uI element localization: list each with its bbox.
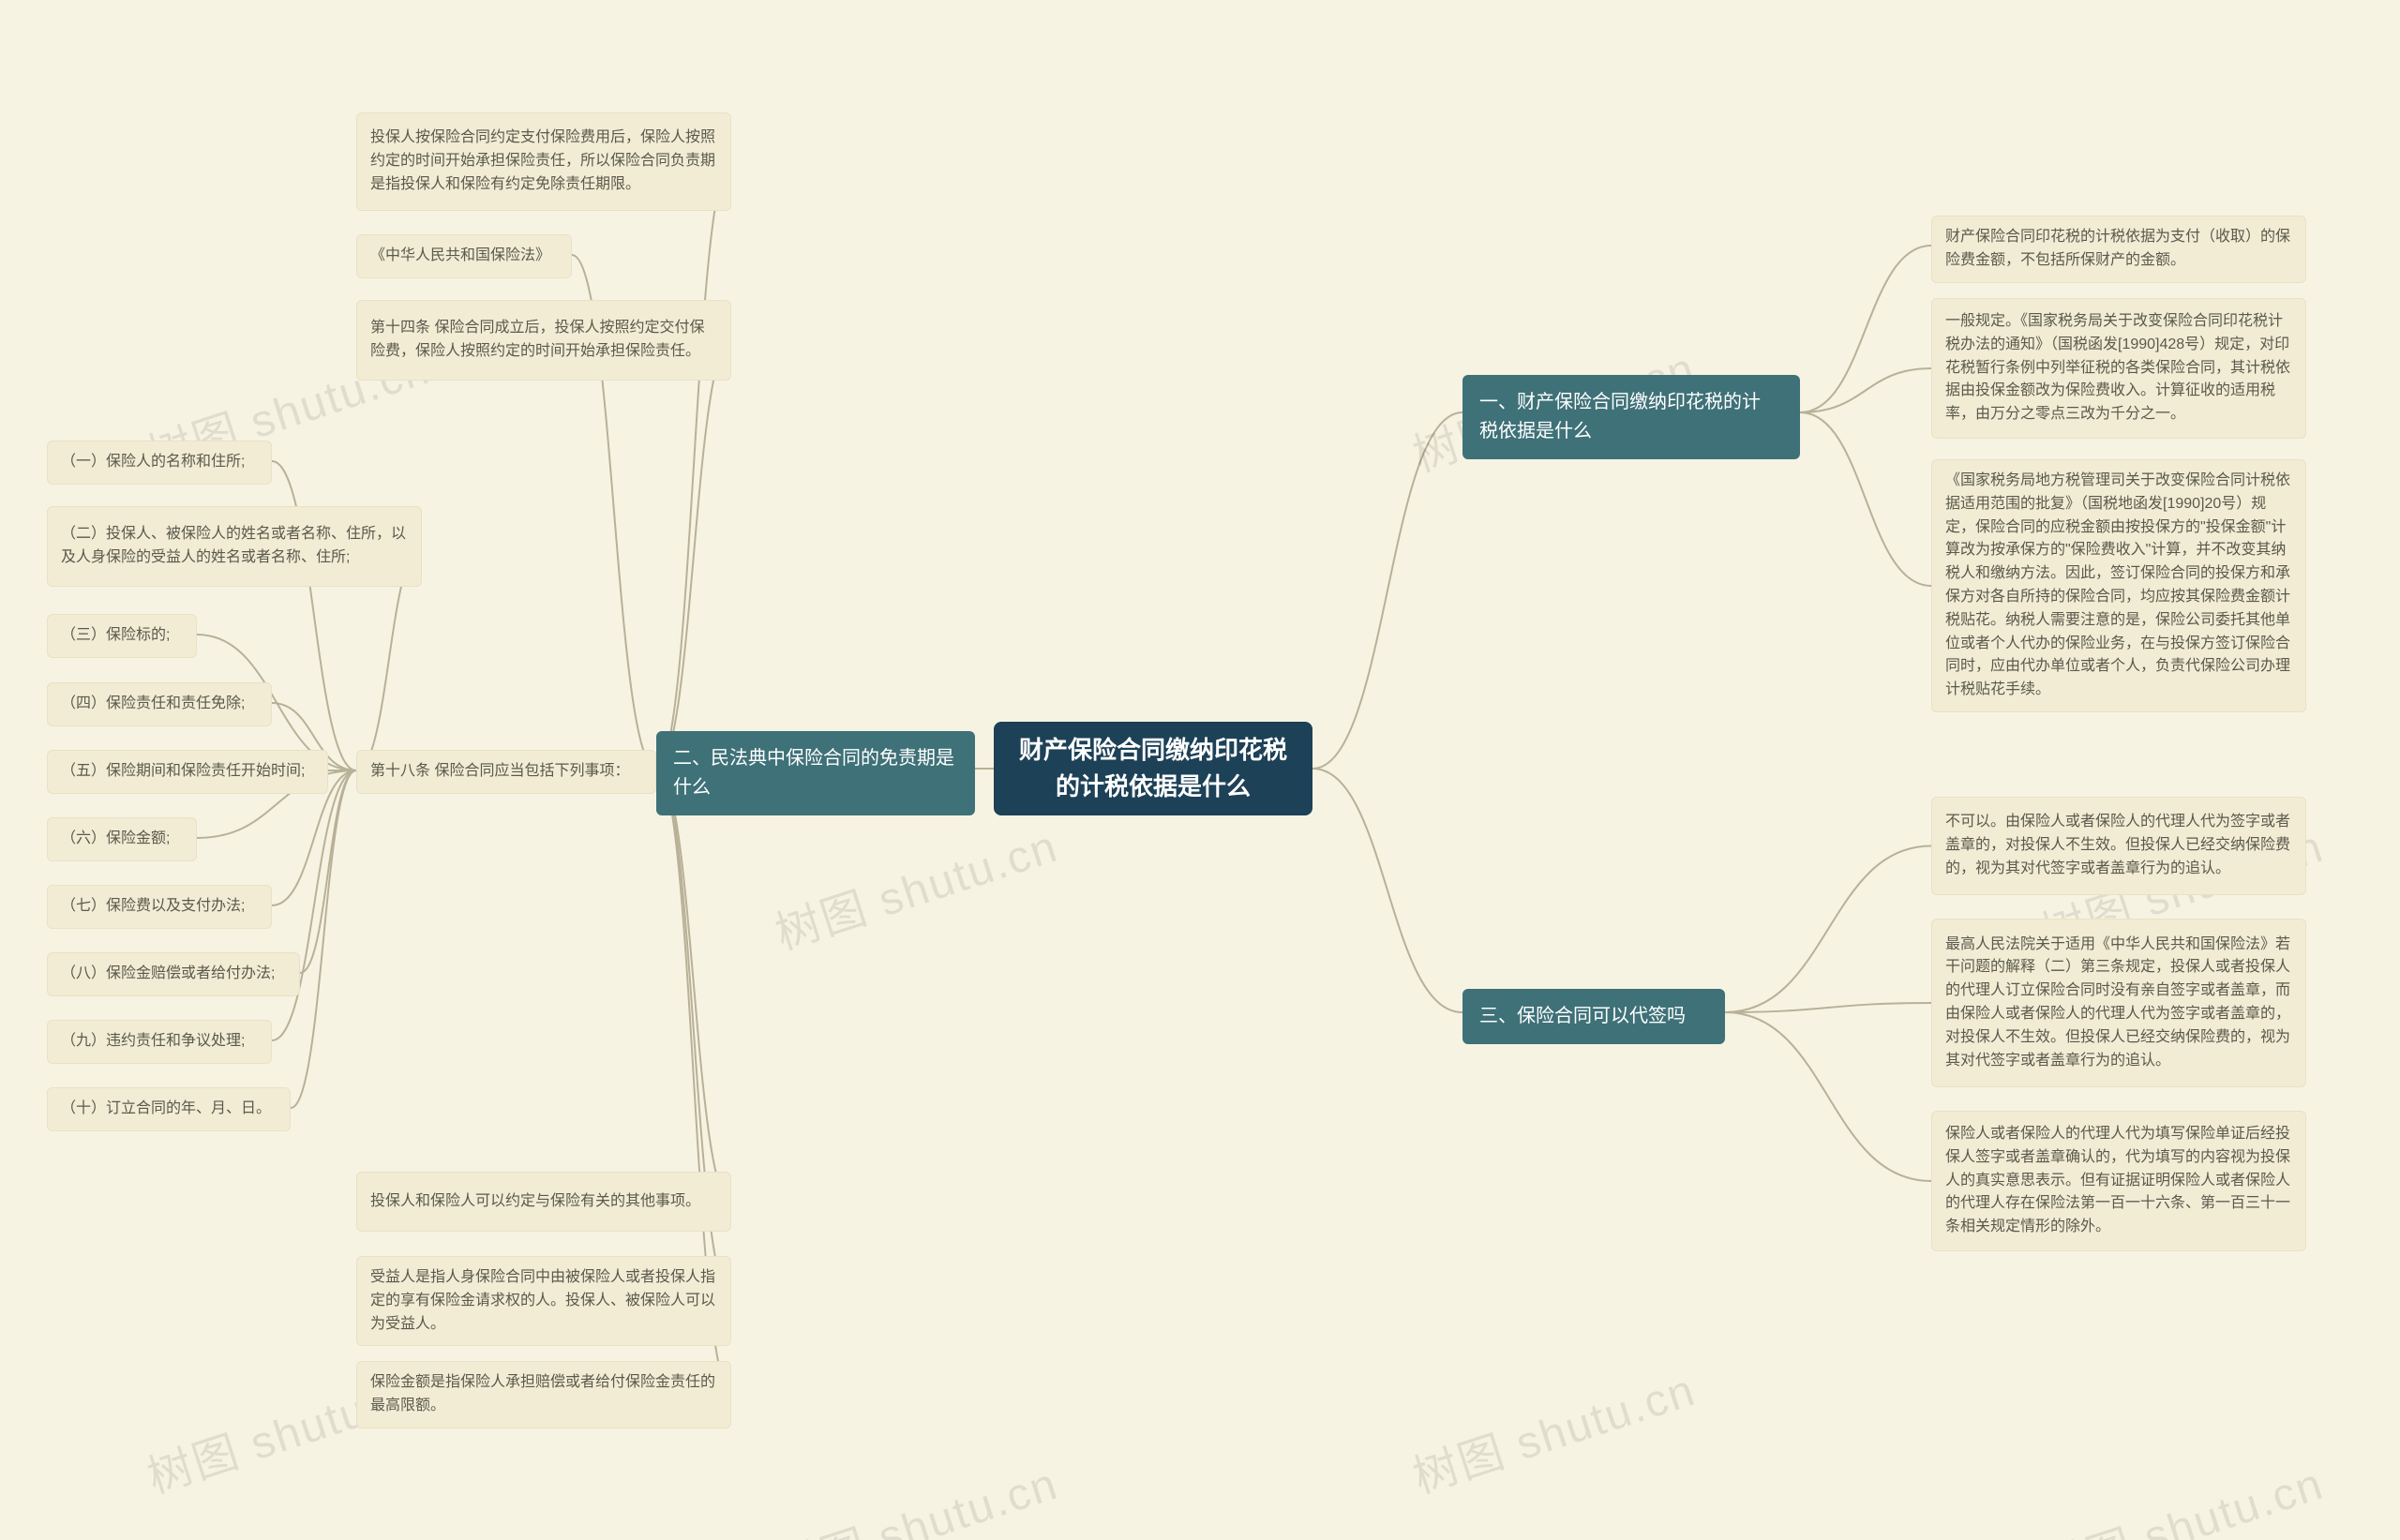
- branch-node[interactable]: 一、财产保险合同缴纳印花税的计税依据是什么: [1462, 375, 1800, 459]
- leaf-node[interactable]: 投保人按保险合同约定支付保险费用后，保险人按照约定的时间开始承担保险责任，所以保…: [356, 112, 731, 211]
- subleaf-node[interactable]: （一）保险人的名称和住所;: [47, 441, 272, 485]
- leaf-node[interactable]: 《中华人民共和国保险法》: [356, 234, 572, 278]
- subleaf-node[interactable]: （八）保险金赔偿或者给付办法;: [47, 952, 300, 996]
- leaf-node[interactable]: 受益人是指人身保险合同中由被保险人或者投保人指定的享有保险金请求权的人。投保人、…: [356, 1256, 731, 1346]
- leaf-node[interactable]: 不可以。由保险人或者保险人的代理人代为签字或者盖章的，对投保人不生效。但投保人已…: [1931, 797, 2306, 895]
- branch-node[interactable]: 二、民法典中保险合同的免责期是什么: [656, 731, 975, 815]
- root-label: 财产保险合同缴纳印花税的计税依据是什么: [1019, 732, 1287, 805]
- leaf-node[interactable]: 财产保险合同印花税的计税依据为支付（收取）的保险费金额，不包括所保财产的金额。: [1931, 216, 2306, 283]
- leaf-node[interactable]: 第十八条 保险合同应当包括下列事项：: [356, 750, 656, 794]
- branch-node[interactable]: 三、保险合同可以代签吗: [1462, 989, 1725, 1044]
- leaf-node[interactable]: 投保人和保险人可以约定与保险有关的其他事项。: [356, 1172, 731, 1232]
- subleaf-node[interactable]: （九）违约责任和争议处理;: [47, 1020, 272, 1064]
- leaf-node[interactable]: 保险金额是指保险人承担赔偿或者给付保险金责任的最高限额。: [356, 1361, 731, 1428]
- subleaf-node[interactable]: （四）保险责任和责任免除;: [47, 682, 272, 726]
- subleaf-node[interactable]: （二）投保人、被保险人的姓名或者名称、住所，以及人身保险的受益人的姓名或者名称、…: [47, 506, 422, 587]
- leaf-node[interactable]: 第十四条 保险合同成立后，投保人按照约定交付保险费，保险人按照约定的时间开始承担…: [356, 300, 731, 381]
- leaf-node[interactable]: 《国家税务局地方税管理司关于改变保险合同计税依据适用范围的批复》（国税地函发[1…: [1931, 459, 2306, 712]
- leaf-node[interactable]: 一般规定。《国家税务局关于改变保险合同印花税计税办法的通知》（国税函发[1990…: [1931, 298, 2306, 439]
- subleaf-node[interactable]: （十）订立合同的年、月、日。: [47, 1087, 291, 1131]
- leaf-node[interactable]: 最高人民法院关于适用《中华人民共和国保险法》若干问题的解释（二）第三条规定，投保…: [1931, 919, 2306, 1087]
- subleaf-node[interactable]: （七）保险费以及支付办法;: [47, 885, 272, 929]
- subleaf-node[interactable]: （六）保险金额;: [47, 817, 197, 861]
- subleaf-node[interactable]: （三）保险标的;: [47, 614, 197, 658]
- leaf-node[interactable]: 保险人或者保险人的代理人代为填写保险单证后经投保人签字或者盖章确认的，代为填写的…: [1931, 1111, 2306, 1251]
- subleaf-node[interactable]: （五）保险期间和保险责任开始时间;: [47, 750, 328, 794]
- root-node[interactable]: 财产保险合同缴纳印花税的计税依据是什么: [994, 722, 1312, 815]
